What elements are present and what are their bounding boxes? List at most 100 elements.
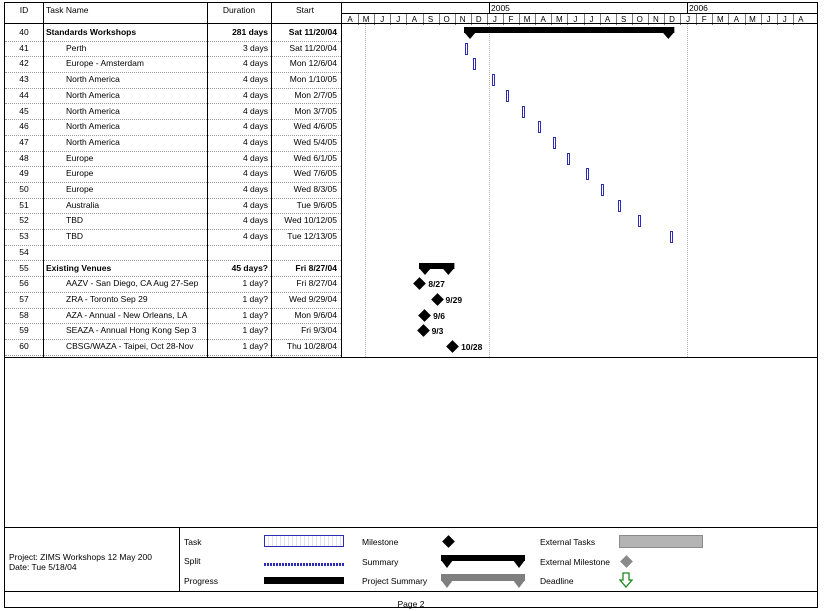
row-task-name: Standards Workshops [46,27,137,37]
row-duration: 4 days [242,105,268,116]
row-separator [5,323,341,325]
milestone-marker[interactable] [413,277,427,291]
month-divider [551,14,553,25]
table-row[interactable]: 45 North America 4 days Mon 3/7/05 [5,104,341,121]
task-bar[interactable] [567,152,571,165]
row-separator [5,119,341,121]
duration-column-header[interactable]: Duration [222,5,256,15]
row-start: Tue 9/6/05 [296,199,337,210]
row-id: 46 [19,121,29,132]
legend-split-label: Split [184,556,201,566]
row-id: 55 [19,262,29,273]
task-bar[interactable] [670,231,674,244]
row-duration: 1 day? [242,309,268,320]
summary-bar[interactable] [419,262,455,277]
milestone-marker[interactable] [418,308,432,322]
row-task-name: North America [66,74,120,85]
task-bar[interactable] [464,42,468,55]
month-divider [599,14,601,25]
task-bar[interactable] [491,74,495,87]
milestone-marker[interactable] [446,340,459,353]
row-id: 48 [19,152,29,163]
legend-task-swatch [264,535,344,547]
milestone-marker[interactable] [416,324,430,338]
timescale-month-label: J [573,15,578,24]
id-column-header[interactable]: ID [19,5,29,15]
row-duration: 4 days [242,168,268,179]
task-name-column-header[interactable]: Task Name [46,5,89,15]
task-bar[interactable] [618,199,622,212]
deadline-arrow-icon [618,572,634,590]
page-number: Page 2 [397,599,425,609]
table-row[interactable]: 54 [5,245,341,262]
table-row[interactable]: 47 North America 4 days Wed 5/4/05 [5,135,341,152]
task-bar[interactable] [600,184,604,196]
month-divider [776,14,778,25]
timescale-month-label: J [380,15,385,24]
month-divider [728,14,730,25]
row-id: 53 [19,231,29,242]
task-bar[interactable] [522,105,526,118]
table-row[interactable]: 56 AAZV - San Diego, CA Aug 27-Sep 1 day? F… [5,276,341,293]
row-duration: 4 days [242,58,268,69]
milestone-marker[interactable] [430,293,444,306]
row-duration: 4 days [242,89,268,100]
row-id: 45 [19,105,29,116]
row-id: 59 [19,325,29,336]
month-divider [712,14,714,25]
row-duration: 4 days [242,184,268,194]
row-task-name: SEAZA - Annual Hong Kong Sep 3 [66,325,197,336]
table-row[interactable]: 42 Europe - Amsterdam 4 days Mon 12/6/04 [5,56,341,74]
table-row[interactable]: 43 North America 4 days Mon 1/10/05 [5,72,341,89]
table-row[interactable]: 44 North America 4 days Mon 2/7/05 [5,88,341,105]
row-separator [5,307,341,309]
timescale-month-label: F [508,15,514,24]
task-bar[interactable] [586,168,590,181]
row-separator [5,197,341,199]
row-start: Wed 6/1/05 [293,152,337,163]
legend-external-milestone-label: External Milestone [540,557,610,567]
task-bar[interactable] [506,89,510,102]
summary-bar[interactable] [463,27,675,41]
table-row[interactable]: 51 Australia 4 days Tue 9/6/05 [5,198,341,215]
row-duration: 4 days [242,215,268,226]
timescale-year-label: 2006 [689,3,708,13]
row-start: Mon 1/10/05 [289,74,337,85]
table-row[interactable]: 48 Europe 4 days Wed 6/1/05 [5,151,341,168]
row-id: 50 [19,184,29,194]
task-bar[interactable] [537,121,541,134]
task-bar[interactable] [637,215,641,228]
timescale-month-label: S [621,15,627,24]
row-separator [5,134,341,136]
table-row[interactable]: 50 Europe 4 days Wed 8/3/05 [5,182,341,199]
start-column-header[interactable]: Start [296,5,314,15]
table-row[interactable]: 41 Perth 3 days Sat 11/20/04 [5,41,341,58]
legend-task-label: Task [184,537,202,547]
row-start: Wed 4/6/05 [293,121,337,132]
legend-project-name: Project: ZIMS Workshops 12 May 200 [9,552,152,562]
table-row[interactable]: 49 Europe 4 days Wed 7/6/05 [5,166,341,183]
task-bar[interactable] [473,58,477,71]
legend-top-line [5,527,817,528]
month-divider [470,14,472,25]
row-duration: 1 day? [242,293,268,304]
table-row[interactable]: 40 Standards Workshops 281 days Sat 11/20/0… [5,25,341,42]
timescale-month-label: D [669,15,675,24]
timescale-month-label: A [733,15,740,24]
timescale-month-label: J [766,15,771,24]
table-row[interactable]: 59 SEAZA - Annual Hong Kong Sep 3 1 day? Fr… [5,323,341,340]
table-row[interactable]: 57 ZRA - Toronto Sep 29 1 day? Wed 9/29/04 [5,292,341,309]
table-row[interactable]: 46 North America 4 days Wed 4/6/05 [5,119,341,136]
table-row[interactable]: 60 CBSG/WAZA - Taipei, Oct 28-Nov 1 day? Th… [5,339,341,356]
table-row[interactable]: 58 AZA - Annual - New Orleans, LA 1 day? Mo… [5,308,341,325]
task-bar[interactable] [552,136,556,149]
month-divider [615,14,617,25]
table-row[interactable]: 52 TBD 4 days Wed 10/12/05 [5,213,341,231]
table-row[interactable]: 53 TBD 4 days Tue 12/13/05 [5,229,341,246]
table-row[interactable]: 55 Existing Venues 45 days? Fri 8/27/04 [5,261,341,278]
row-duration: 4 days [242,136,268,147]
row-task-name: North America [66,121,120,132]
row-separator [5,244,341,246]
milestone-date-label: 8/27 [428,279,445,290]
year-divider [489,3,490,14]
